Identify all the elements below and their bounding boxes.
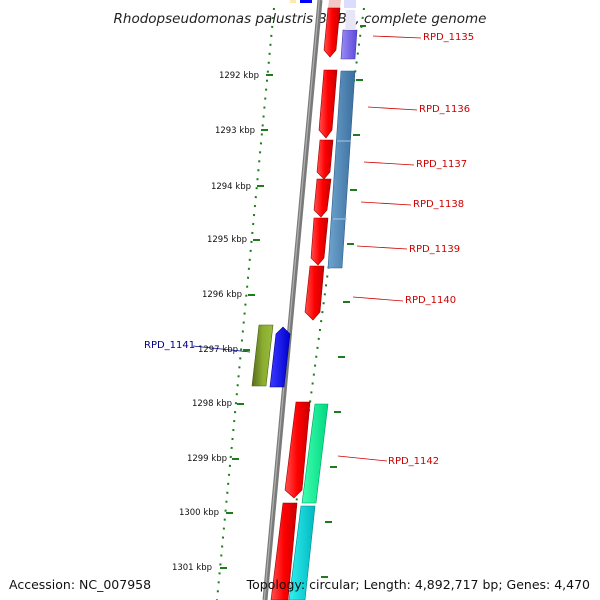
cds-feature[interactable] — [310, 217, 329, 266]
cds-feature[interactable] — [323, 7, 341, 58]
cds-feature[interactable] — [300, 0, 312, 3]
cds-feature[interactable] — [284, 401, 311, 499]
cds-feature[interactable] — [251, 324, 274, 387]
topology-text: Topology: circular; Length: 4,892,717 bp… — [246, 577, 590, 592]
cds-feature[interactable] — [318, 69, 338, 139]
kbp-tick-label: 1295 kbp — [207, 235, 247, 245]
gene-label-rpd-1140[interactable]: RPD_1140 — [405, 295, 456, 306]
gene-label-rpd-1136[interactable]: RPD_1136 — [419, 104, 470, 115]
kbp-tick-label: 1299 kbp — [187, 454, 227, 464]
cds-feature[interactable] — [328, 0, 341, 8]
gene-label-rpd-1139[interactable]: RPD_1139 — [409, 244, 460, 255]
kbp-tick-label: 1300 kbp — [179, 508, 219, 518]
cds-feature[interactable] — [269, 326, 291, 388]
inner-ruler-ticks — [220, 74, 273, 569]
gene-label-rpd-1141[interactable]: RPD_1141 — [144, 340, 195, 351]
forward-cds-group — [270, 7, 341, 600]
label-leaders — [192, 35, 422, 462]
outer-ruler-ticks — [321, 25, 366, 578]
map-title: Rhodopseudomonas palustris BisB5, comple… — [114, 11, 487, 27]
gene-label-rpd-1137[interactable]: RPD_1137 — [416, 159, 467, 170]
kbp-tick-label: 1296 kbp — [202, 290, 242, 300]
cds-feature[interactable] — [288, 505, 316, 600]
kbp-tick-label: 1293 kbp — [215, 126, 255, 136]
cds-feature[interactable] — [270, 502, 298, 600]
kbp-tick-label: 1301 kbp — [172, 563, 212, 573]
accession-text: Accession: NC_007958 — [9, 577, 152, 592]
kbp-tick-label: 1298 kbp — [192, 399, 232, 409]
cds-feature[interactable] — [304, 265, 325, 321]
gene-label-rpd-1138[interactable]: RPD_1138 — [413, 199, 464, 210]
kbp-tick-label: 1292 kbp — [219, 71, 259, 81]
kbp-tick-label: 1297 kbp — [198, 345, 238, 355]
cds-feature[interactable] — [313, 178, 332, 218]
gene-label-rpd-1135[interactable]: RPD_1135 — [423, 32, 474, 43]
cds-feature[interactable] — [340, 29, 358, 60]
cds-feature[interactable] — [301, 403, 329, 504]
genome-backbone — [262, 0, 323, 600]
cds-feature[interactable] — [344, 0, 356, 8]
gene-label-rpd-1142[interactable]: RPD_1142 — [388, 456, 439, 467]
kbp-tick-label: 1294 kbp — [211, 182, 251, 192]
cds-feature[interactable] — [316, 139, 334, 180]
inner-ruler — [216, 7, 275, 600]
